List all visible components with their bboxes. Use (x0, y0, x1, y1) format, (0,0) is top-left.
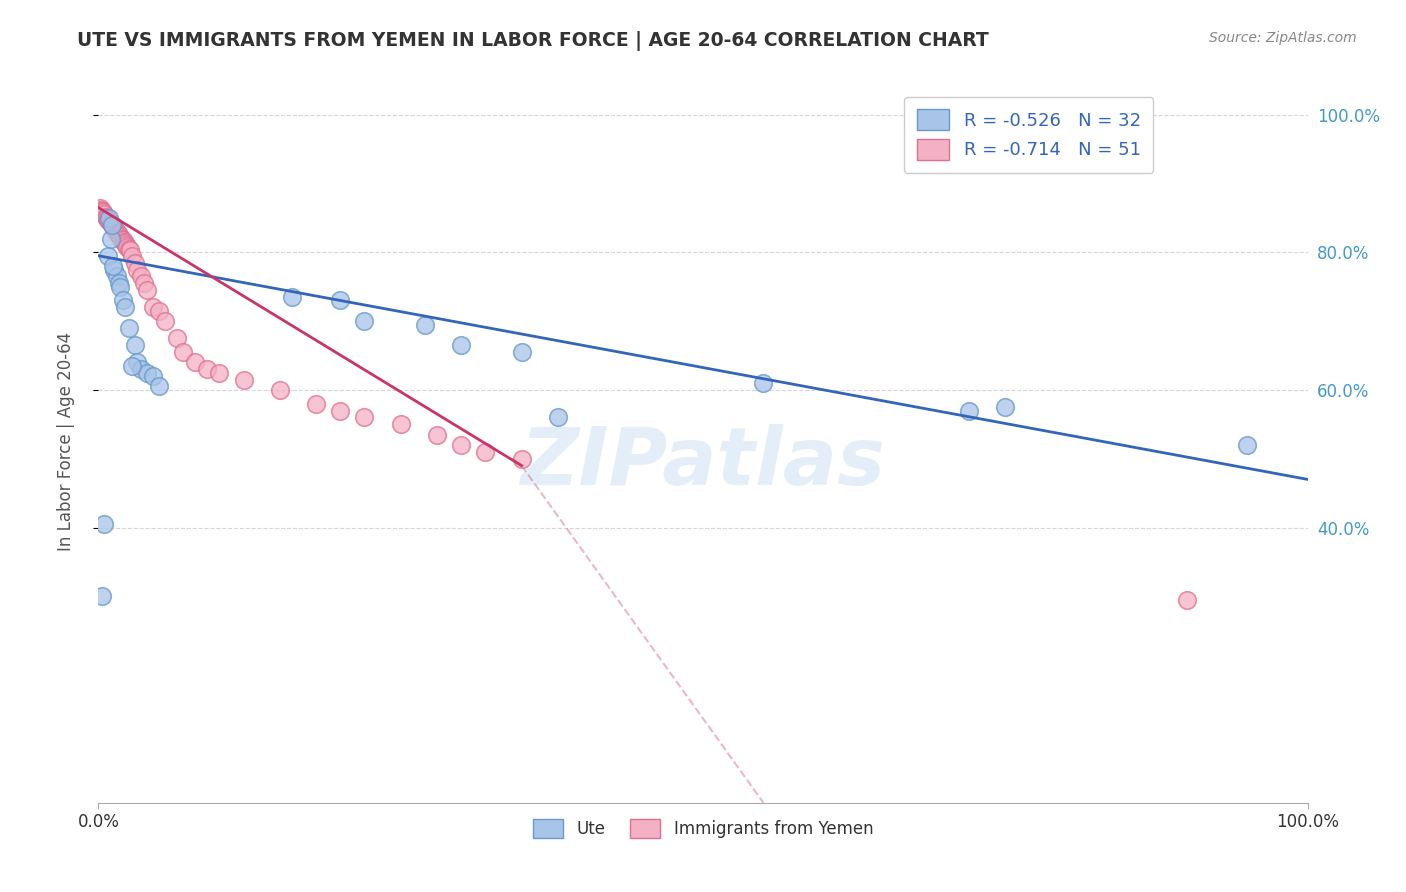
Point (148, 379, 170, 393)
Point (957, 403, 980, 417)
Point (510, 451, 533, 466)
Point (510, 345, 533, 359)
Point (108, 230, 131, 244)
Point (153, 314, 176, 328)
Point (110, 231, 132, 245)
Point (97, 249, 120, 263)
Point (1175, 592, 1198, 607)
Point (90, 202, 112, 217)
Point (94, 210, 117, 224)
Point (172, 345, 194, 359)
Point (105, 225, 128, 239)
Point (104, 222, 127, 236)
Point (103, 262, 125, 277)
Point (134, 277, 156, 291)
Point (208, 366, 231, 380)
Point (121, 359, 143, 373)
Point (232, 373, 254, 387)
Point (142, 369, 165, 384)
Point (124, 255, 146, 269)
Point (127, 262, 149, 277)
Point (121, 249, 143, 263)
Point (100, 231, 122, 245)
Point (426, 427, 449, 442)
Point (100, 218, 122, 232)
Point (108, 277, 131, 291)
Point (100, 218, 122, 232)
Point (117, 240, 139, 254)
Text: ZIPatlas: ZIPatlas (520, 425, 886, 502)
Point (994, 400, 1017, 414)
Point (329, 403, 352, 417)
Legend: Ute, Immigrants from Yemen: Ute, Immigrants from Yemen (526, 813, 880, 845)
Point (124, 338, 146, 352)
Point (91, 204, 114, 219)
Point (111, 233, 134, 247)
Point (98, 214, 121, 228)
Point (96, 211, 118, 225)
Point (118, 244, 141, 258)
Point (474, 445, 496, 459)
Point (148, 303, 170, 318)
Y-axis label: In Labor Force | Age 20-64: In Labor Force | Age 20-64 (56, 332, 75, 551)
Point (389, 417, 412, 432)
Point (281, 290, 304, 304)
Point (195, 362, 218, 376)
Point (108, 228, 131, 243)
Point (114, 236, 136, 251)
Point (108, 279, 131, 293)
Point (97, 213, 120, 227)
Point (118, 321, 141, 335)
Point (103, 221, 125, 235)
Point (450, 438, 472, 452)
Point (413, 318, 436, 332)
Point (107, 227, 129, 241)
Point (115, 238, 138, 252)
Point (101, 259, 124, 273)
Point (353, 410, 375, 425)
Point (184, 355, 207, 369)
Point (166, 331, 188, 345)
Point (1236, 438, 1258, 452)
Point (353, 314, 375, 328)
Point (114, 301, 136, 315)
Point (142, 301, 165, 315)
Point (91, 590, 114, 604)
Point (269, 383, 291, 397)
Point (89, 201, 111, 215)
Point (135, 366, 157, 380)
Point (118, 242, 141, 256)
Point (329, 293, 352, 308)
Point (129, 362, 152, 376)
Point (93, 207, 115, 221)
Text: UTE VS IMMIGRANTS FROM YEMEN IN LABOR FORCE | AGE 20-64 CORRELATION CHART: UTE VS IMMIGRANTS FROM YEMEN IN LABOR FO… (77, 31, 988, 51)
Text: Source: ZipAtlas.com: Source: ZipAtlas.com (1209, 31, 1357, 45)
Point (547, 410, 569, 425)
Point (105, 269, 128, 284)
Point (101, 219, 124, 234)
Point (129, 269, 152, 284)
Point (98, 211, 121, 225)
Point (112, 235, 135, 249)
Point (111, 293, 134, 308)
Point (135, 283, 157, 297)
Point (100, 216, 122, 230)
Point (305, 397, 328, 411)
Point (450, 338, 472, 352)
Point (93, 517, 115, 532)
Point (752, 376, 775, 390)
Point (91, 205, 114, 219)
Point (127, 355, 149, 369)
